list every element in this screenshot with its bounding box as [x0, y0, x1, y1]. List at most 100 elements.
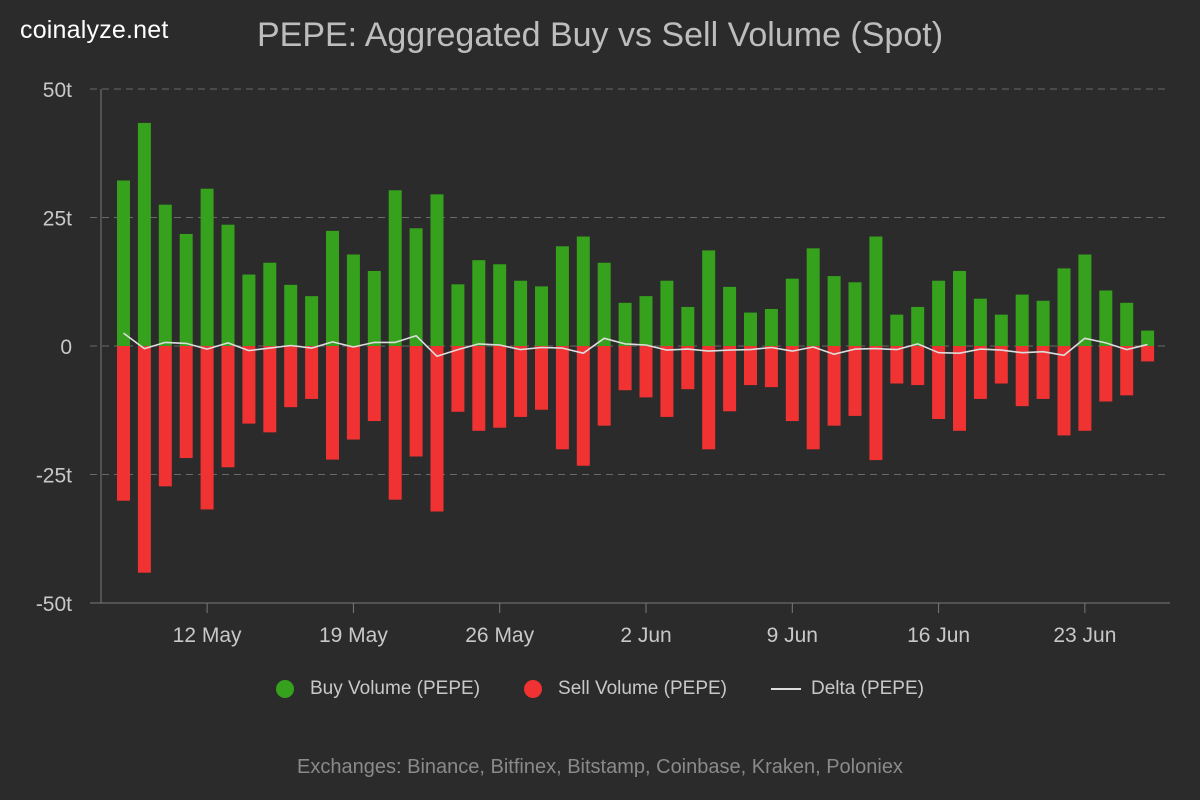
bars-layer — [117, 122, 1155, 573]
buy-bar — [723, 286, 737, 346]
sell-bar — [639, 346, 653, 398]
sell-bar — [744, 346, 757, 386]
sell-bar — [618, 346, 632, 391]
buy-bar — [472, 260, 486, 346]
buy-bar — [660, 280, 674, 346]
x-tick-label: 2 Jun — [620, 624, 671, 647]
buy-bar — [702, 250, 716, 346]
buy-bar — [618, 302, 632, 346]
buy-bar — [1120, 302, 1134, 346]
sell-bar — [388, 346, 402, 500]
sell-bar — [430, 346, 444, 512]
sell-bar — [890, 346, 904, 384]
delta-line — [123, 332, 1148, 358]
buy-bar — [1141, 330, 1155, 346]
legend-label-delta: Delta (PEPE) — [811, 678, 924, 699]
sell-bar — [158, 346, 172, 487]
buy-bar — [305, 296, 319, 346]
legend-label-sell: Sell Volume (PEPE) — [558, 678, 727, 699]
buy-bar — [409, 228, 423, 346]
delta-legend-line-icon — [771, 688, 801, 690]
buy-bar — [869, 236, 883, 346]
y-tick-label: 50t — [43, 79, 72, 102]
sell-bar — [911, 346, 925, 386]
sell-bar — [848, 346, 862, 416]
buy-bar — [1015, 294, 1029, 346]
buy-bar — [932, 280, 946, 346]
buy-bar — [346, 254, 360, 346]
y-tick-label: -50t — [36, 593, 72, 616]
sell-bar — [472, 346, 486, 431]
sell-bar — [994, 346, 1008, 384]
buy-bar — [158, 204, 172, 346]
sell-bar — [660, 346, 674, 417]
buy-bar — [200, 188, 214, 346]
sell-bar — [1120, 346, 1134, 396]
sell-bar — [1141, 346, 1155, 362]
sell-bar — [1078, 346, 1092, 431]
sell-bar — [785, 346, 799, 422]
buy-bar — [179, 233, 193, 346]
sell-bar — [932, 346, 946, 419]
buy-bar — [514, 280, 528, 346]
legend-label-buy: Buy Volume (PEPE) — [310, 678, 481, 699]
buy-bar — [430, 194, 444, 346]
buy-bar — [785, 278, 799, 346]
y-tick-label: 25t — [43, 208, 72, 231]
sell-bar — [681, 346, 695, 390]
buy-bar — [263, 262, 277, 346]
sell-bar — [953, 346, 966, 431]
buy-bar — [451, 284, 465, 346]
x-tick-label: 23 Jun — [1053, 624, 1116, 647]
sell-bar — [1057, 346, 1071, 436]
buy-bar — [1099, 290, 1113, 346]
buy-bar — [994, 314, 1008, 346]
x-tick-label: 19 May — [319, 624, 388, 647]
sell-bar — [1036, 346, 1050, 399]
buy-bar — [911, 306, 925, 346]
legend-item-sell[interactable]: Sell Volume (PEPE) — [524, 678, 727, 700]
legend-item-buy[interactable]: Buy Volume (PEPE) — [276, 678, 480, 700]
buy-bar — [535, 286, 548, 346]
buy-bar — [806, 248, 820, 346]
sell-bar — [305, 346, 319, 399]
buy-bar — [827, 276, 841, 346]
sell-bar — [117, 346, 130, 501]
sell-bar — [576, 346, 590, 466]
sell-bar — [597, 346, 611, 426]
sell-bar — [221, 346, 235, 468]
sell-bar — [827, 346, 841, 426]
sell-bar — [409, 346, 423, 457]
sell-bar — [1099, 346, 1113, 402]
buy-bar — [597, 262, 611, 346]
brand-logo-text[interactable]: coinalyze.net — [20, 16, 169, 44]
y-tick-label: 0 — [60, 336, 72, 359]
sell-bar — [535, 346, 548, 410]
sell-bar — [346, 346, 360, 440]
exchanges-footer: Exchanges: Binance, Bitfinex, Bitstamp, … — [297, 756, 903, 778]
sell-bar — [869, 346, 883, 461]
buy-bar — [576, 236, 590, 346]
x-tick-label: 12 May — [173, 624, 242, 647]
y-tick-label: -25t — [36, 465, 72, 488]
buy-bar — [284, 284, 298, 346]
buy-bar — [221, 224, 235, 346]
sell-bar — [723, 346, 737, 412]
chart-title: PEPE: Aggregated Buy vs Sell Volume (Spo… — [256, 16, 944, 54]
buy-bar — [555, 246, 569, 346]
buy-bar — [890, 314, 904, 346]
axis-layer: 50t 25t 0 -25t -50t 12 May 19 May 26 May 2 Jun 9 … — [36, 79, 1170, 647]
buy-bar — [973, 298, 987, 346]
sell-bar — [1015, 346, 1029, 407]
sell-bar — [137, 346, 151, 573]
buy-bar — [639, 296, 653, 346]
sell-bar — [179, 346, 193, 459]
buy-bar — [953, 270, 966, 346]
sell-bar — [451, 346, 465, 412]
legend-item-delta[interactable]: Delta (PEPE) — [771, 678, 924, 700]
sell-bar — [973, 346, 987, 399]
buy-bar — [137, 122, 151, 346]
buy-bar — [326, 230, 339, 346]
buy-bar — [367, 270, 381, 346]
buy-bar — [388, 190, 402, 346]
